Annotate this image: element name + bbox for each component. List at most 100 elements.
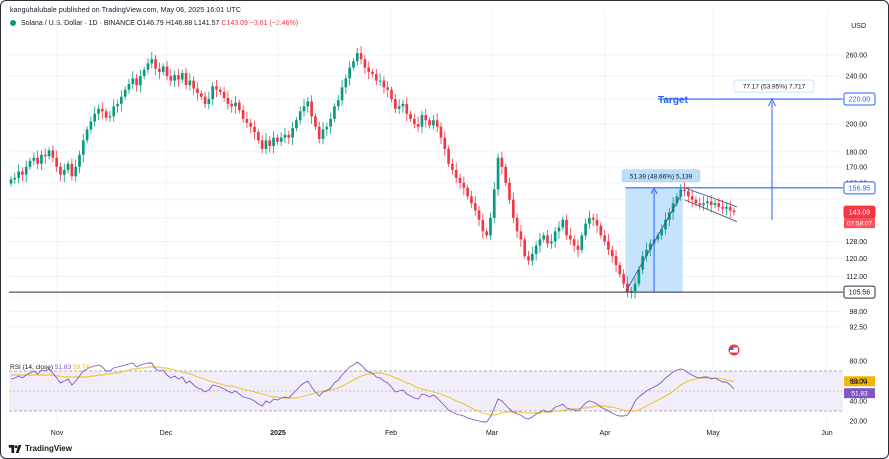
rsi-legend[interactable]: RSI (14, close) 51.83 59.74 [10,364,89,371]
candle-body [276,137,279,142]
candle-body [413,118,416,125]
status-dot-icon [10,20,16,26]
candle-body [694,199,698,204]
candle-body [192,80,195,89]
candle-body [321,129,325,139]
time-axis-label: Nov [51,430,64,437]
candle-body [9,179,13,184]
candle-body [234,102,237,107]
candle-body [249,122,253,127]
symbol-legend[interactable]: Solana / U.S. Dollar · 1D · BINANCE O146… [10,20,298,27]
candle-body [584,223,587,236]
price-change: −3.61 (−2.46%) [249,20,299,27]
candle-body [454,169,458,178]
candle-body [363,59,367,68]
candle-body [24,166,28,175]
candle-body [268,140,272,147]
candle-body [222,91,226,98]
candle-body [177,75,180,80]
measure-small-label: 51.39 (48.66%) 5,139 [630,173,693,180]
candle-body [47,150,51,157]
price-tick-label: 112.00 [846,274,867,281]
flag-lower-line [684,199,738,223]
candle-body [81,140,85,155]
candle-body [390,89,393,100]
candle-body [591,217,595,220]
price-tick-label: 120.00 [846,256,868,263]
candle-body [561,219,565,228]
candle-body [435,120,439,127]
candle-body [588,217,591,224]
currency-label[interactable]: USD [851,23,866,30]
target-label: Target [658,95,688,106]
candle-body [260,140,264,149]
candle-body [165,66,169,77]
measure-small-box [621,169,701,183]
candle-body [599,225,603,236]
candle-body [432,120,435,126]
rsi-legend-ma-value: 59.74 [72,364,90,371]
candle-body [55,157,58,167]
rsi-line [10,361,735,423]
candle-body [264,140,268,149]
candle-body [226,97,230,104]
candle-body [393,99,397,109]
candle-body [732,210,736,213]
candle-body [272,137,275,147]
price-tag-box [843,181,876,195]
candle-body [340,87,344,101]
candle-body [188,80,192,86]
candle-body [618,265,622,275]
brand-name: TradingView [25,444,72,453]
price-tick-label: 240.00 [846,74,868,81]
candle-body [333,106,336,119]
candle-body [572,239,576,246]
candle-body [466,187,469,197]
candle-body [211,86,215,100]
candle-body [443,137,447,149]
time-axis-label: Feb [385,430,397,437]
candle-body [116,103,119,107]
candle-body [675,196,679,204]
candle-body [664,219,667,230]
candle-body [295,120,298,129]
time-axis-label: May [706,430,720,437]
candle-body [108,116,112,118]
countdown-label: 07:58:07 [847,221,873,228]
candle-body [279,137,283,142]
rsi-legend-value: 51.83 [54,364,72,371]
candle-body [127,83,131,90]
candle-body [169,76,173,81]
tradingview-brand[interactable]: TradingView [8,444,72,453]
candle-body [645,249,648,257]
candle-body [470,196,473,204]
rally-trendline [625,195,682,293]
candle-body [576,245,580,250]
candle-body [344,78,348,88]
candle-body [534,245,538,255]
candle-body [565,219,568,236]
candle-body [550,241,553,244]
tradingview-logo-icon [8,444,22,453]
ohlc-high: H146.88 [165,20,193,27]
candle-body [648,243,652,250]
candle-body [553,231,557,242]
candle-body [40,154,43,164]
candle-body [139,76,142,86]
candle-body [538,239,542,246]
rsi-label: RSI (14, close) [10,364,53,371]
candle-body [310,101,313,117]
candle-body [287,134,291,138]
candle-body [530,254,534,261]
measure-big-label: 77.17 (53.95%) 7,717 [743,84,806,91]
candle-body [508,182,511,200]
candle-body [683,189,686,192]
candle-body [614,256,618,266]
candle-body [158,68,161,72]
countdown-box [844,218,875,229]
candle-body [317,126,321,139]
rsi-ma-line [11,366,735,416]
